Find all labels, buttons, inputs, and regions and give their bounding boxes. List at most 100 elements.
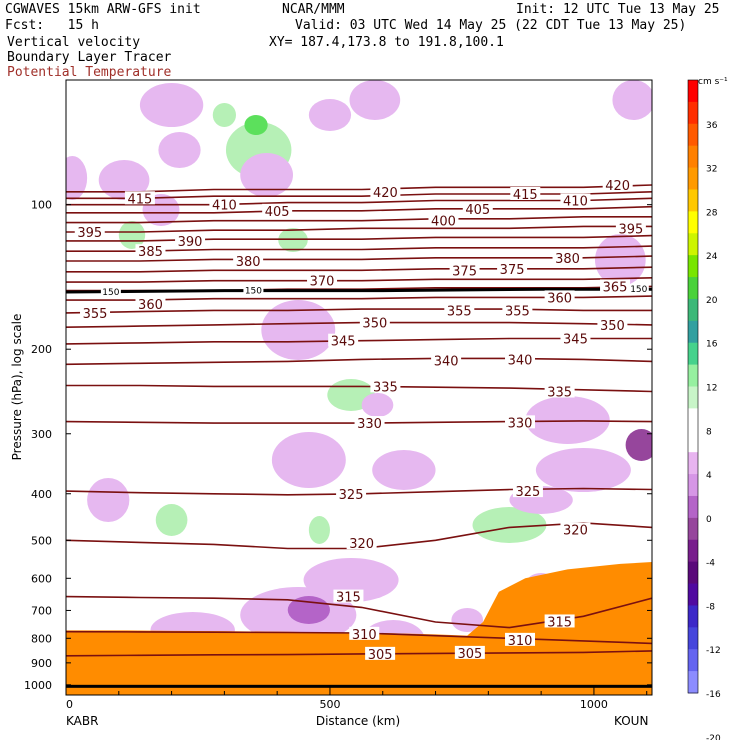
contour-label: 330 [357,417,382,432]
contour-label: 390 [178,235,203,250]
contour-label-bg [262,203,293,217]
contour-label-bg [560,522,591,536]
y-tick-label: 900 [31,657,52,670]
contour-label-bg [233,253,264,267]
colorbar-swatch [688,408,698,431]
contour-label: 410 [212,199,237,214]
contour-label-bg [597,317,628,331]
model-title: CGWAVES 15km ARW-GFS init [5,2,201,17]
right-endpoint-label: KOUN [614,714,648,728]
contour-label-bg [428,213,459,227]
theta-contour-375 [66,266,652,273]
theta-contour-355 [66,308,652,314]
velocity-blob [118,221,146,249]
contour-label: 320 [349,537,374,552]
theta-contour-415 [66,191,652,200]
contour-label-bg [354,416,385,430]
x-axis-label: Distance (km) [316,714,400,728]
colorbar-swatch [688,364,698,387]
field-vertical-velocity: Vertical velocity [7,35,141,50]
contour-label: 345 [563,333,588,348]
velocity-blob [87,478,130,522]
contour-label: 385 [138,245,163,260]
boundary-layer-tracer-fill [66,562,652,695]
contour-label-bg [505,632,536,646]
contour-label-bg [124,191,155,205]
contour-label-bg [505,415,536,429]
cross-section-endpoints: XY= 187.4,173.8 to 191.8,100.1 [269,35,504,50]
colorbar-swatch [688,277,698,300]
theta-contour-390 [66,234,652,242]
contour-label: 375 [452,264,477,279]
contour-label-bg [512,484,543,498]
init-time: Init: 12 UTC Tue 13 May 25 [516,2,720,17]
axes: 100 200 300 400 500 600 700 800 900 1000 0 500 1000 [24,199,652,711]
contour-label-bg [346,536,377,550]
contour-label: 380 [236,255,261,270]
contour-label: 360 [547,291,572,306]
contour-label-bg [544,614,575,628]
contour-label-bg [370,379,401,393]
colorbar-label: 24 [706,252,718,262]
y-tick-label: 300 [31,428,52,441]
contour-label: 350 [600,319,625,334]
colorbar-swatch [688,255,698,278]
contour-label-bg [600,279,631,293]
contour-label-bg [560,193,591,207]
velocity-blob [525,396,610,444]
contour-label: 360 [138,298,163,313]
contour-label: 355 [447,304,472,319]
colorbar-swatch [688,517,698,541]
velocity-blob [66,156,88,200]
contour-label: 325 [339,488,364,503]
contour-label: 410 [563,194,588,209]
contour-label: 420 [605,179,630,194]
contour-label-bg [544,290,575,304]
colorbar-label: 0 [706,515,712,525]
contour-label-bg [80,305,111,319]
colorbar-swatch [688,342,698,366]
contour-label-bg [502,303,533,317]
center-name: NCAR/MMM [282,2,345,17]
velocity-blob [271,432,346,488]
velocity-blob [308,516,330,544]
colorbar-swatch [688,539,698,563]
contour-label: 310 [508,634,533,649]
colorbar-label: 20 [706,296,718,306]
plot-frame [65,79,653,696]
colorbar-swatch [688,583,698,606]
theta-contour-340 [66,357,652,366]
contour-label: 320 [563,524,588,539]
velocity-blob [158,132,201,168]
contour-label: 335 [547,386,572,401]
theta-contour-395 [66,225,652,233]
contour-label: 355 [505,304,530,319]
velocity-blob [535,448,631,492]
colorbar-swatch [688,167,698,190]
colorbar-label: 8 [706,427,712,437]
y-tick-label: 600 [31,572,52,585]
contour-labels: 305 305 310 310 315 315 320 320 325 325 330 330 335 3… [74,178,649,663]
contour-label-bg [307,273,338,287]
contour-label: 310 [352,628,377,643]
contour-label-bg [328,333,359,347]
contour-label-bg [349,626,380,640]
contour-label-bg [505,352,536,366]
velocity-blob [244,115,268,135]
colorbar-label: -12 [706,646,721,656]
velocity-blob [625,429,652,461]
tropopause-line [66,287,652,294]
contour-label: 340 [434,354,459,369]
contour-label-bg [552,250,583,264]
y-tick-label: 500 [31,534,52,547]
velocity-blob [155,504,188,536]
theta-contour-410 [66,197,652,206]
colorbar: 36 32 28 24 20 16 12 8 4 0 -4 -8 -12 -16 -20 [687,79,721,740]
colorbar-swatch [688,211,698,234]
y-tick-label: 200 [31,343,52,356]
contour-label-bg [615,221,646,235]
velocity-blob [349,80,401,120]
tracer-area [66,562,652,695]
contour-label: 415 [127,192,152,207]
contour-label: 420 [373,186,398,201]
